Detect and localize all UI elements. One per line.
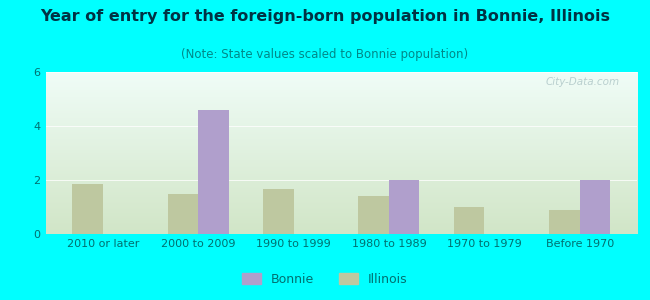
Text: City-Data.com: City-Data.com — [545, 77, 619, 87]
Bar — [549, 210, 580, 234]
Bar — [263, 190, 294, 234]
Bar — [389, 180, 419, 234]
Bar — [72, 184, 103, 234]
Bar — [168, 194, 198, 234]
Bar — [358, 196, 389, 234]
Text: Year of entry for the foreign-born population in Bonnie, Illinois: Year of entry for the foreign-born popul… — [40, 9, 610, 24]
Bar — [580, 180, 610, 234]
Bar — [454, 207, 484, 234]
Legend: Bonnie, Illinois: Bonnie, Illinois — [237, 268, 413, 291]
Bar — [198, 110, 229, 234]
Text: (Note: State values scaled to Bonnie population): (Note: State values scaled to Bonnie pop… — [181, 48, 469, 61]
